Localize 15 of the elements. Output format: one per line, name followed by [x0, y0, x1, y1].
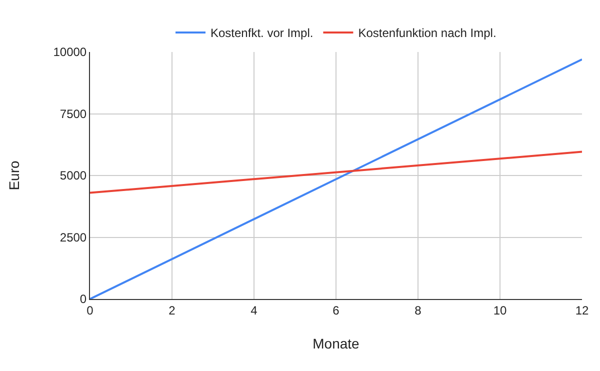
x-tick-label: 4: [250, 303, 258, 318]
legend-label: Kostenfunktion nach Impl.: [358, 26, 496, 40]
y-tick-label: 5000: [60, 168, 87, 183]
legend-label: Kostenfkt. vor Impl.: [210, 26, 314, 40]
x-tick-label: 6: [332, 303, 340, 318]
y-tick-label: 0: [80, 292, 87, 306]
x-tick-label: 10: [493, 303, 507, 318]
y-tick-label: 2500: [60, 230, 87, 244]
x-tick-label: 12: [575, 303, 589, 318]
x-axis-title: Monate: [312, 336, 360, 352]
y-tick-label: 7500: [60, 106, 87, 121]
y-tick-label: 10000: [53, 45, 87, 60]
y-axis-title: Euro: [6, 160, 22, 190]
x-tick-label: 2: [168, 303, 176, 318]
x-tick-label: 8: [414, 303, 422, 318]
